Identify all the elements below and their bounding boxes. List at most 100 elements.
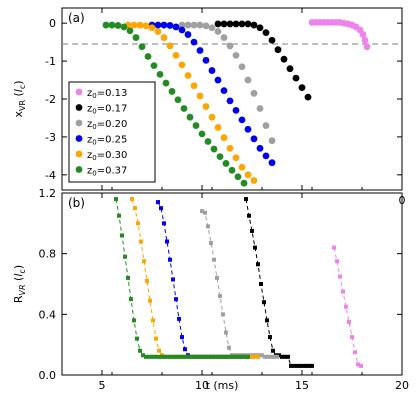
panel-a-series-3 (148, 21, 276, 167)
data-point (250, 228, 254, 233)
panel-b-series-line (333, 247, 362, 367)
data-point (180, 105, 188, 112)
data-point (292, 74, 300, 82)
data-point (210, 145, 218, 153)
data-point (262, 300, 266, 305)
data-point (234, 173, 242, 181)
panel-a-series-1 (214, 20, 312, 101)
data-point (153, 354, 157, 359)
panel-b-series-line (245, 198, 312, 367)
panel-b-ytick-label: 1.2 (39, 187, 57, 200)
data-point (162, 221, 166, 226)
data-point (159, 354, 163, 359)
panel-b-series-line (131, 198, 258, 358)
data-point (262, 29, 270, 37)
panel-b-series-line (115, 198, 248, 358)
data-point (139, 239, 143, 244)
data-point (262, 152, 270, 160)
data-point (275, 354, 279, 359)
data-point (162, 79, 170, 87)
data-point (256, 354, 260, 359)
data-point (256, 262, 260, 267)
data-point (250, 354, 254, 359)
data-point (283, 354, 287, 359)
data-point (280, 55, 288, 63)
data-point (198, 130, 206, 138)
data-point (183, 354, 187, 359)
data-point (130, 21, 138, 29)
data-point (132, 34, 140, 41)
data-point (208, 24, 216, 32)
data-point (133, 206, 137, 211)
panel-b-xtick-label: 15 (295, 379, 309, 392)
data-point (162, 354, 166, 359)
data-point (202, 56, 210, 64)
data-point (220, 134, 228, 142)
data-point (189, 354, 193, 359)
data-point (151, 318, 155, 323)
data-point (195, 354, 199, 359)
data-point (114, 197, 118, 202)
panel-b-series-4 (130, 197, 260, 359)
data-point (231, 354, 235, 359)
data-point (216, 354, 220, 359)
legend: z0=0.13 z0=0.17 z0=0.20 z0=0.25 z0=0.30 z0=0.… (68, 81, 156, 183)
panel-a-ytick-label: -3 (45, 131, 56, 144)
data-point (156, 354, 160, 359)
data-point (130, 197, 134, 202)
panel-b: (b) RVR (lc) t (ms) 5 10 15 20 0.0 0.4 0.8 1.2 (12, 187, 409, 392)
data-point (240, 179, 248, 187)
data-point (259, 282, 263, 286)
data-point (250, 89, 258, 97)
data-point (222, 354, 226, 359)
data-point (177, 316, 181, 321)
data-point (361, 36, 369, 44)
data-point (178, 26, 186, 34)
data-point (196, 92, 204, 100)
data-point (123, 254, 127, 259)
data-point (260, 353, 264, 358)
data-point (216, 153, 224, 161)
data-point (174, 354, 178, 359)
data-point (166, 42, 174, 50)
legend-label: z0=0.37 (87, 166, 127, 178)
data-point (202, 22, 210, 30)
data-point (244, 197, 248, 202)
data-point (117, 213, 121, 218)
data-point (208, 67, 216, 74)
data-point (226, 20, 234, 28)
data-point (234, 354, 238, 359)
data-point (292, 363, 296, 368)
data-point (138, 348, 142, 353)
panel-b-series-2 (200, 209, 279, 359)
data-point (359, 363, 363, 368)
data-point (212, 257, 216, 262)
data-point (226, 97, 234, 105)
data-point (120, 233, 124, 238)
data-point (244, 76, 252, 84)
data-point (286, 65, 294, 73)
data-point (142, 259, 146, 264)
legend-box (68, 81, 156, 183)
panel-b-ytick-label: 0.8 (39, 248, 57, 261)
data-point (219, 354, 223, 359)
panel-b-xtick-label: 20 (395, 379, 409, 392)
data-point (274, 46, 282, 54)
legend-label: z0=0.30 (87, 150, 127, 162)
panel-a-label: (a) (68, 11, 85, 25)
panel-b-series (114, 197, 363, 368)
data-point (232, 154, 240, 162)
data-point (147, 354, 151, 359)
panel-b-ticks: 5 10 15 20 0.0 0.4 0.8 1.2 (39, 187, 410, 392)
data-point (196, 21, 204, 29)
data-point (135, 336, 139, 341)
panel-b-frame (61, 192, 403, 376)
data-point (132, 318, 136, 323)
data-point (332, 245, 336, 250)
data-point (144, 354, 148, 359)
panel-b-label: (b) (68, 196, 85, 210)
data-point (344, 304, 348, 309)
data-point (225, 354, 229, 359)
data-point (232, 20, 240, 28)
